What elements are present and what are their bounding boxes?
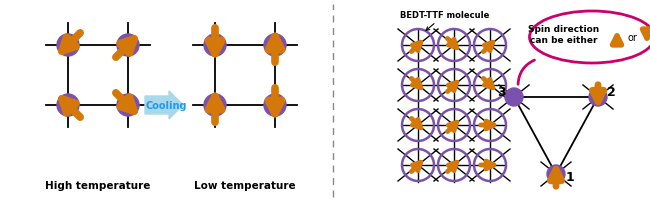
Circle shape: [117, 95, 139, 116]
Circle shape: [204, 95, 226, 116]
Circle shape: [57, 35, 79, 57]
Text: or: or: [627, 33, 637, 43]
FancyArrow shape: [145, 92, 183, 119]
Text: Cooling: Cooling: [145, 101, 187, 110]
Text: Low temperature: Low temperature: [194, 180, 296, 190]
Text: 3: 3: [497, 86, 506, 99]
Text: BEDT-TTF molecule: BEDT-TTF molecule: [400, 11, 489, 31]
Circle shape: [505, 88, 523, 106]
Circle shape: [589, 88, 607, 106]
Circle shape: [117, 35, 139, 57]
Text: 2: 2: [607, 86, 616, 99]
Circle shape: [57, 95, 79, 116]
Circle shape: [264, 35, 286, 57]
Text: 1: 1: [566, 170, 575, 183]
Circle shape: [264, 95, 286, 116]
Circle shape: [204, 35, 226, 57]
Text: High temperature: High temperature: [46, 180, 151, 190]
Circle shape: [547, 165, 565, 183]
Text: Spin direction
can be either: Spin direction can be either: [528, 25, 599, 44]
